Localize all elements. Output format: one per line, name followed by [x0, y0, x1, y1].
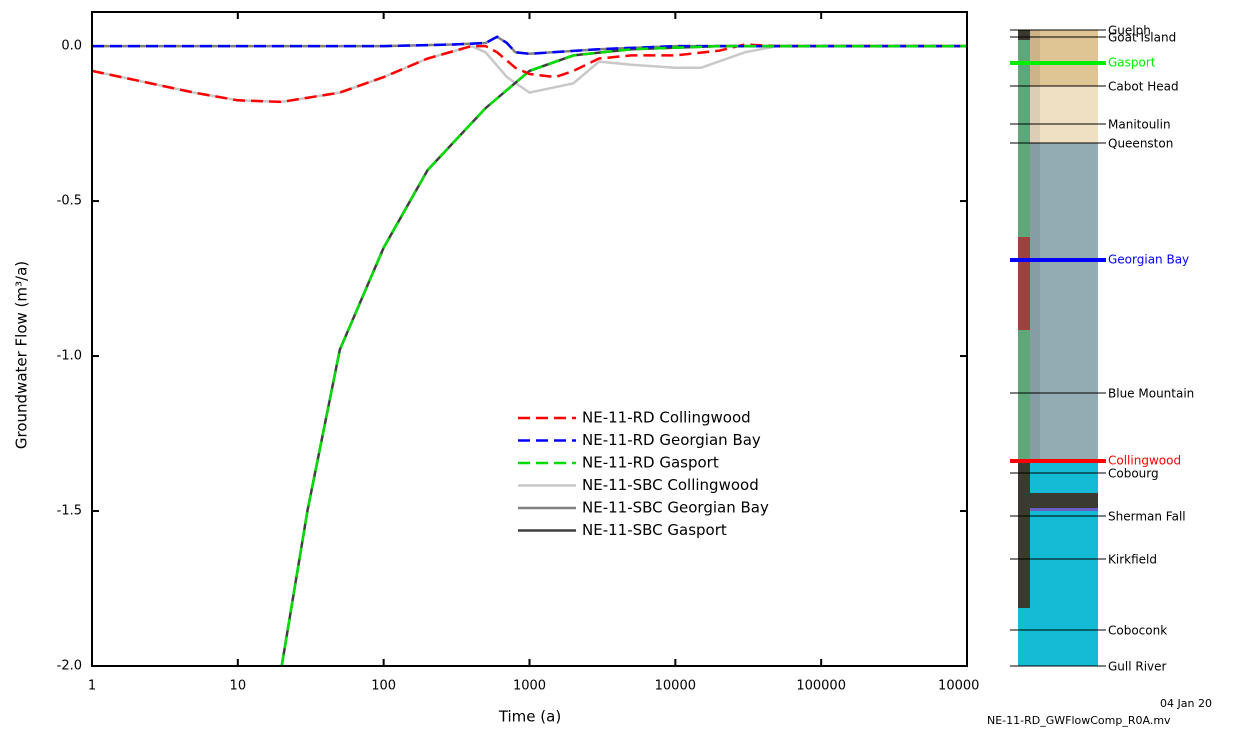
- x-tick-label: 10000: [655, 679, 696, 694]
- strip: [1030, 508, 1098, 511]
- series-line: [92, 35, 967, 56]
- formation-label: Coboconk: [1108, 624, 1167, 638]
- strip: [1030, 493, 1098, 508]
- marker-label: Collingwood: [1108, 454, 1181, 468]
- series-line: [280, 44, 967, 667]
- legend-label: NE-11-RD Georgian Bay: [582, 431, 761, 449]
- strip: [1018, 30, 1030, 40]
- y-tick-label: -1.0: [57, 349, 82, 364]
- legend-label: NE-11-SBC Collingwood: [582, 476, 759, 494]
- y-tick-label: -2.0: [57, 659, 82, 674]
- y-tick-label: 0.0: [61, 39, 82, 54]
- x-tick-label: 100: [371, 679, 396, 694]
- legend-label: NE-11-RD Collingwood: [582, 409, 751, 427]
- formation-label: Blue Mountain: [1108, 387, 1194, 401]
- formation-label: Guelph: [1108, 24, 1151, 38]
- plot-frame: [91, 11, 968, 667]
- footer-file: NE-11-RD_GWFlowComp_R0A.mv: [987, 714, 1171, 727]
- legend-label: NE-11-SBC Georgian Bay: [582, 499, 769, 517]
- y-tick-label: -0.5: [57, 194, 82, 209]
- formation-label: Goat Island: [1108, 31, 1176, 45]
- strip: [1030, 30, 1040, 462]
- legend-label: NE-11-SBC Gasport: [582, 521, 727, 539]
- footer-date: 04 Jan 20: [1160, 697, 1212, 710]
- formation-label: Gull River: [1108, 660, 1167, 674]
- plot: 0.0 -0.5 -1.0 -1.5 -2.0 1 10 100 1000 10000 100000…: [57, 12, 996, 694]
- y-tick-label: -1.5: [57, 504, 82, 519]
- unit: [1018, 86, 1098, 143]
- marker-label: Gasport: [1108, 56, 1156, 70]
- x-tick-label: 10: [230, 679, 247, 694]
- series-line: [91, 43, 967, 104]
- strip: [1018, 237, 1030, 330]
- unit: [1018, 30, 1098, 86]
- formation-label: Queenston: [1108, 137, 1173, 151]
- x-tick-label: 1000: [513, 679, 546, 694]
- formation-label: Manitoulin: [1108, 118, 1171, 132]
- unit: [1018, 143, 1098, 462]
- formation-label: Sherman Fall: [1108, 510, 1186, 524]
- formation-label: Cabot Head: [1108, 80, 1179, 94]
- strip: [1018, 462, 1030, 608]
- y-axis-label: Groundwater Flow (m³/a): [13, 261, 31, 449]
- series-line: [91, 44, 967, 104]
- x-tick-label: 100000: [796, 679, 846, 694]
- marker-label: Georgian Bay: [1108, 253, 1189, 267]
- x-axis-label: Time (a): [498, 708, 561, 726]
- series-line: [280, 44, 967, 667]
- formation-label: Cobourg: [1108, 467, 1159, 481]
- formation-label: Kirkfield: [1108, 553, 1157, 567]
- legend-label: NE-11-RD Gasport: [582, 454, 719, 472]
- x-tick-label: 1: [88, 679, 96, 694]
